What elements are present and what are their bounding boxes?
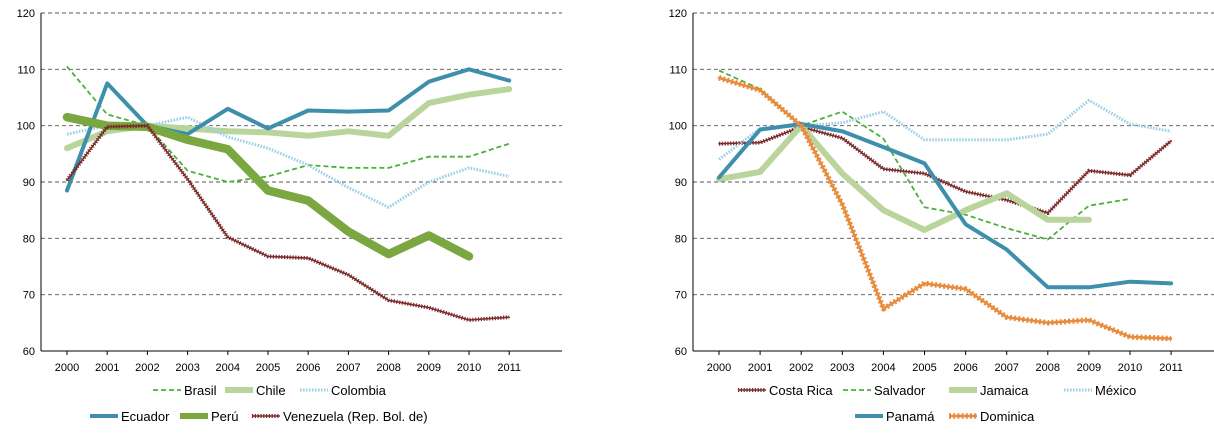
legend-item-dominica: Dominica	[949, 409, 1035, 424]
series-line-mexico	[718, 98, 1172, 161]
legend-item-peru: Perú	[180, 409, 238, 424]
y-tick-110: 110	[17, 64, 35, 76]
y-tick-80: 80	[23, 233, 35, 245]
chart-left: 60 70 80 90 100 110 120 2000 2001 2002 2003 2004 200…	[17, 8, 562, 424]
legend-label-salvador: Salvador	[874, 383, 926, 398]
y-tick-110: 110	[669, 64, 687, 76]
legend-label-dominica: Dominica	[980, 409, 1035, 424]
legend: Brasil Chile Colombia Ecuador Perú Venezuela …	[90, 383, 428, 424]
y-tick-80: 80	[675, 233, 687, 245]
y-tick-90: 90	[675, 177, 687, 189]
x-tick-2001: 2001	[748, 362, 772, 374]
legend-item-costa-rica: Costa Rica	[738, 383, 833, 398]
y-tick-70: 70	[675, 290, 687, 302]
x-tick-2007: 2007	[336, 362, 360, 374]
legend-item-salvador: Salvador	[843, 383, 926, 398]
x-tick-2003: 2003	[830, 362, 854, 374]
y-tick-100: 100	[17, 121, 35, 133]
legend-item-panama: Panamá	[855, 409, 935, 424]
y-tick-70: 70	[23, 290, 35, 302]
y-tick-90: 90	[23, 177, 35, 189]
legend-label-chile: Chile	[256, 383, 286, 398]
y-tick-60: 60	[23, 346, 35, 358]
legend-item-colombia: Colombia	[300, 383, 387, 398]
y-tick-120: 120	[669, 8, 687, 20]
series-line-dominica	[717, 75, 1173, 342]
series-line-venezuela-rep-bol-de	[65, 123, 511, 322]
x-tick-2006: 2006	[953, 362, 977, 374]
x-tick-2009: 2009	[1077, 362, 1101, 374]
x-tick-2008: 2008	[1036, 362, 1060, 374]
x-tick-2003: 2003	[175, 362, 199, 374]
x-tick-2002: 2002	[789, 362, 813, 374]
series-line-panama	[717, 122, 1174, 290]
x-tick-2000: 2000	[707, 362, 731, 374]
legend-item-chile: Chile	[225, 383, 286, 398]
legend-item-mexico: México	[1064, 383, 1136, 398]
x-tick-2010: 2010	[457, 362, 481, 374]
y-tick-100: 100	[669, 121, 687, 133]
x-tick-2001: 2001	[95, 362, 119, 374]
legend-item-brasil: Brasil	[153, 383, 217, 398]
x-tick-2007: 2007	[994, 362, 1018, 374]
legend-item-jamaica: Jamaica	[949, 383, 1029, 398]
x-tick-2004: 2004	[216, 362, 240, 374]
legend-label-colombia: Colombia	[331, 383, 387, 398]
x-tick-2008: 2008	[376, 362, 400, 374]
legend-label-ecuador: Ecuador	[121, 409, 170, 424]
y-tick-60: 60	[675, 346, 687, 358]
series-line-peru	[62, 112, 474, 261]
y-tick-120: 120	[17, 8, 35, 20]
x-tick-2000: 2000	[55, 362, 79, 374]
x-tick-2004: 2004	[871, 362, 895, 374]
legend-label-jamaica: Jamaica	[980, 383, 1029, 398]
x-tick-2005: 2005	[912, 362, 936, 374]
x-tick-2006: 2006	[296, 362, 320, 374]
x-tick-2011: 2011	[1159, 362, 1183, 374]
legend: Costa Rica Salvador Jamaica México Panamá Dom…	[738, 383, 1136, 424]
x-tick-2010: 2010	[1118, 362, 1142, 374]
series-line-ecuador	[65, 67, 512, 193]
legend-label-peru: Perú	[211, 409, 238, 424]
legend-label-venezuela-rep-bol-de: Venezuela (Rep. Bol. de)	[283, 409, 428, 424]
series-line-salvador	[718, 69, 1131, 241]
x-tick-2011: 2011	[497, 362, 521, 374]
x-tick-2002: 2002	[135, 362, 159, 374]
legend-item-venezuela-rep-bol-de: Venezuela (Rep. Bol. de)	[252, 409, 428, 424]
legend-item-ecuador: Ecuador	[90, 409, 170, 424]
x-tick-2005: 2005	[256, 362, 280, 374]
legend-label-costa-rica: Costa Rica	[769, 383, 833, 398]
x-tick-2009: 2009	[417, 362, 441, 374]
chart-right: 60 70 80 90 100 110 120 2000 2001 2002 2003 2004 200…	[669, 8, 1214, 424]
legend-label-brasil: Brasil	[184, 383, 217, 398]
legend-label-mexico: México	[1095, 383, 1136, 398]
series-line-jamaica	[716, 122, 1092, 233]
legend-label-panama: Panamá	[886, 409, 935, 424]
